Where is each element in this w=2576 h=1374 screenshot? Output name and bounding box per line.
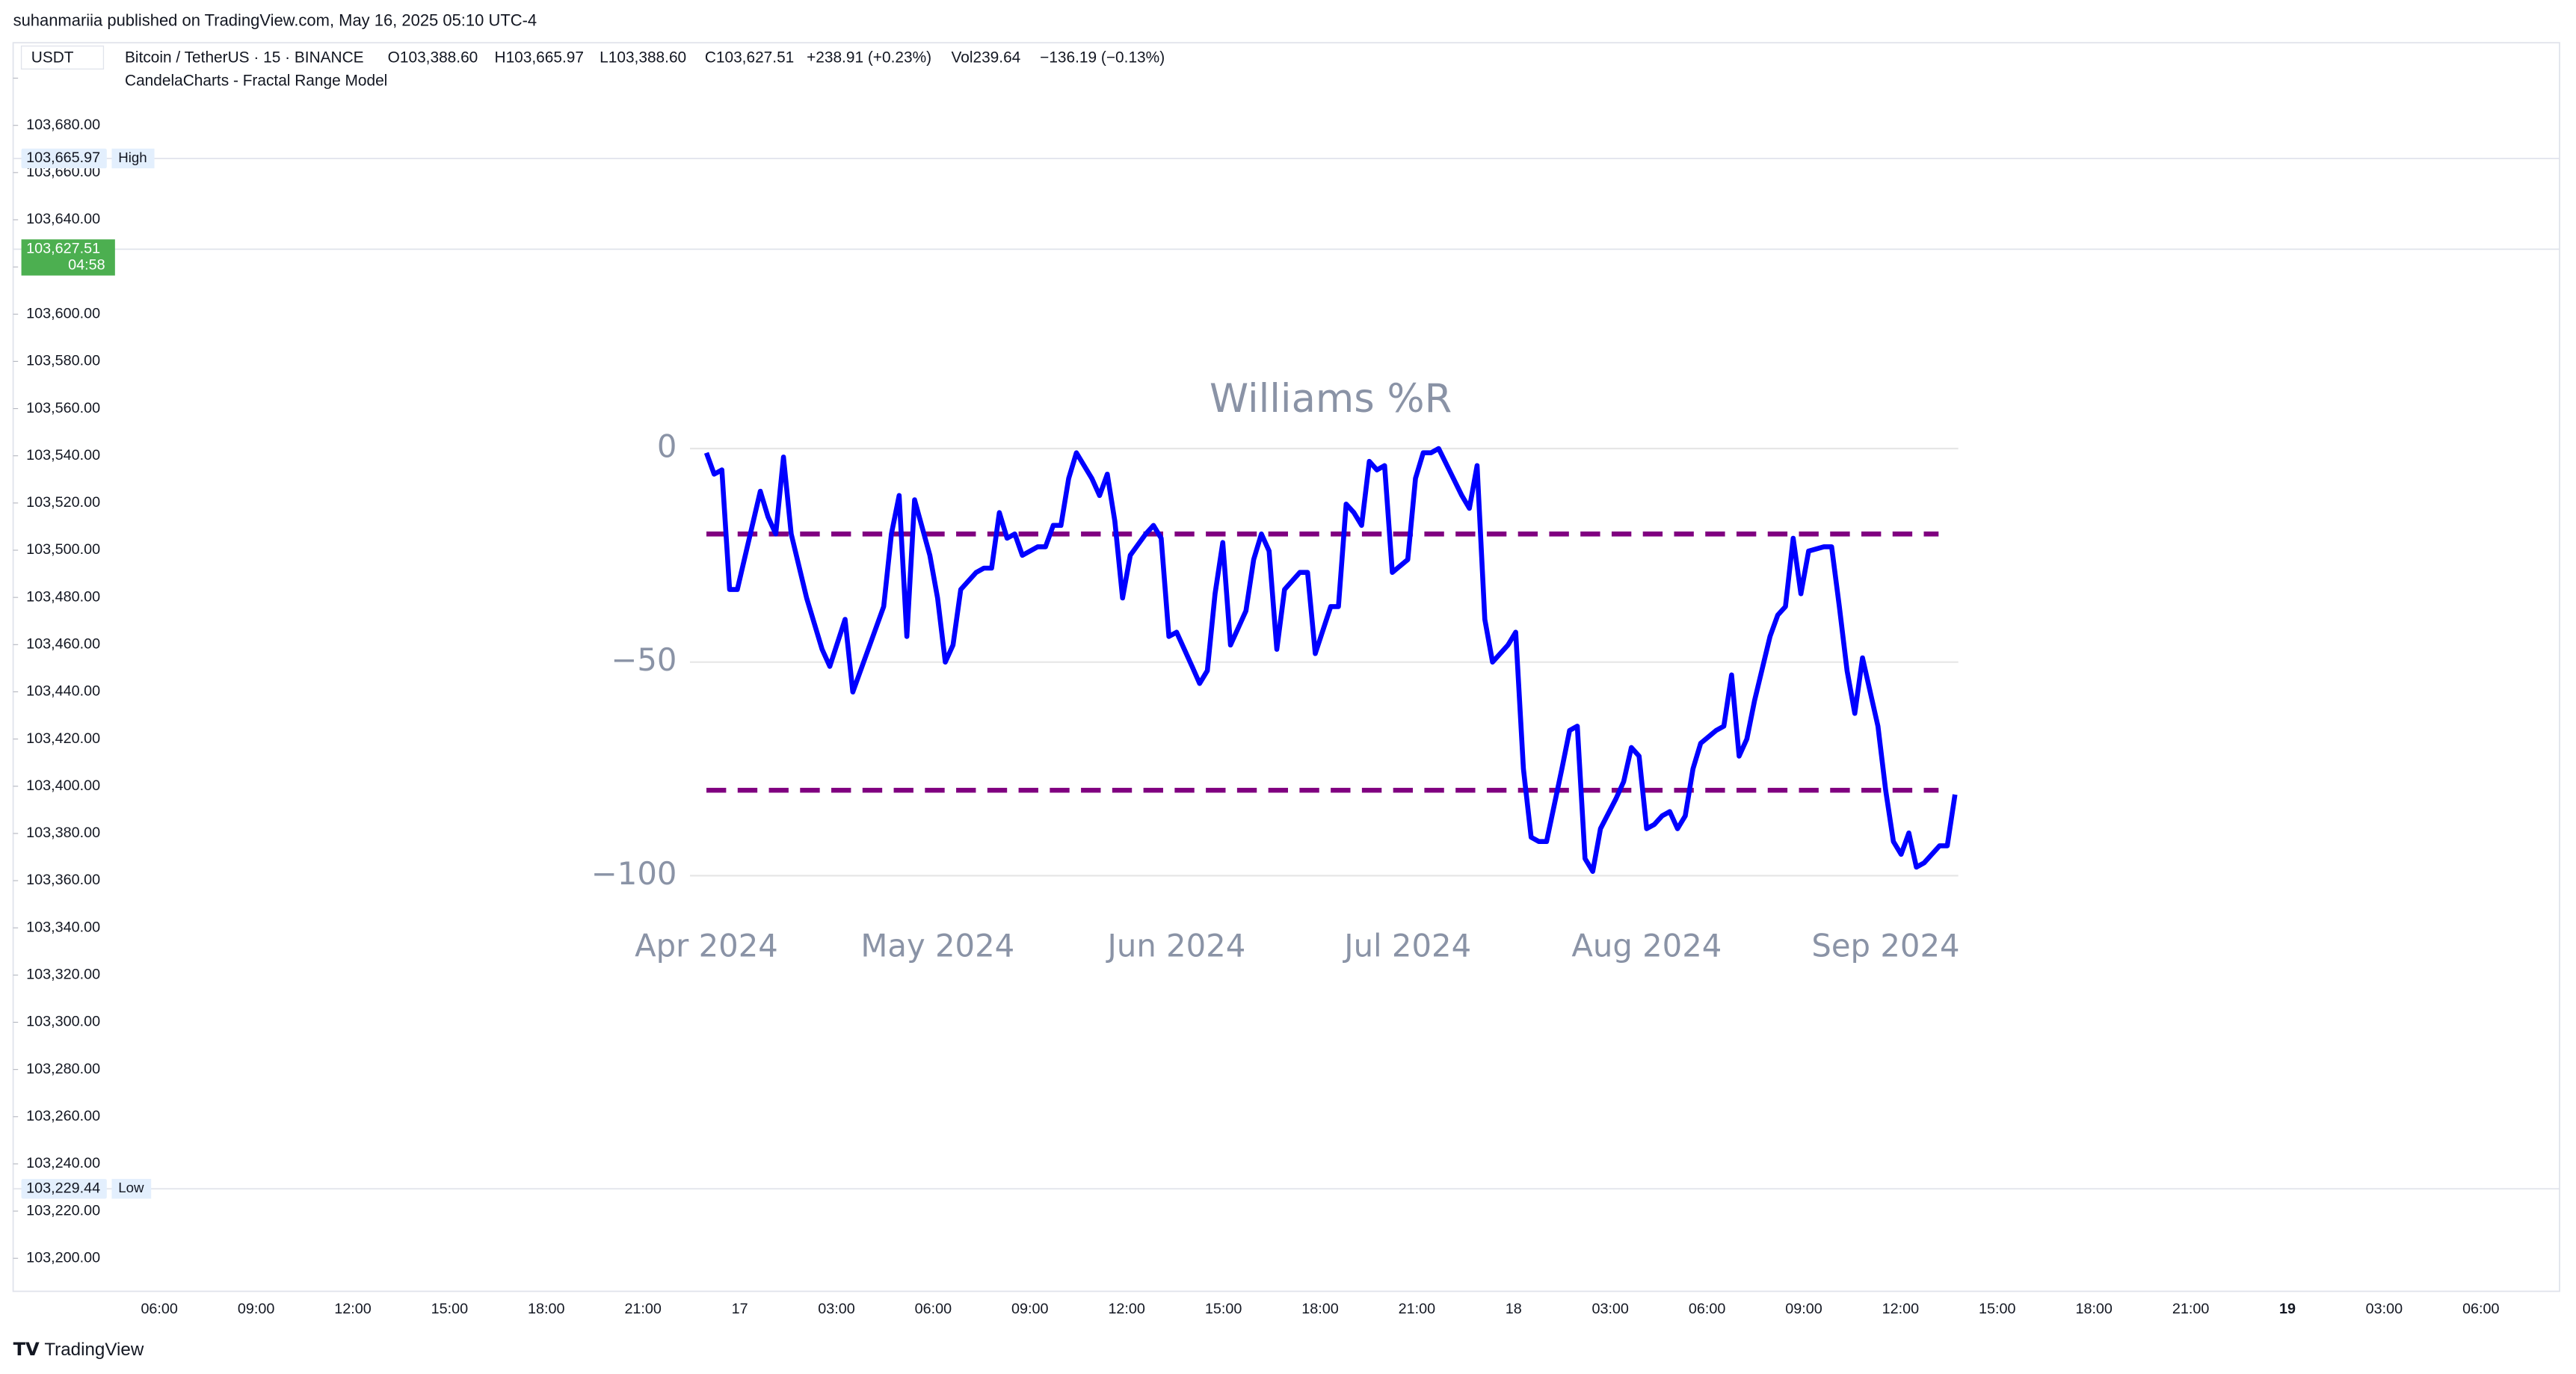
time-label: 18:00 bbox=[528, 1301, 564, 1317]
price-tick-label: 103,600.00 bbox=[26, 305, 100, 321]
price-tick-label: 103,280.00 bbox=[26, 1061, 100, 1077]
time-label: 15:00 bbox=[1979, 1301, 2015, 1317]
time-label: 21:00 bbox=[1399, 1301, 1435, 1317]
last-label: 103,627.51 bbox=[26, 241, 100, 257]
time-label: 09:00 bbox=[1011, 1301, 1048, 1317]
x-tick-label: Jun 2024 bbox=[1106, 928, 1246, 964]
x-tick-label: Apr 2024 bbox=[635, 928, 778, 964]
high-tag: High bbox=[118, 150, 147, 165]
time-label: 06:00 bbox=[141, 1301, 177, 1317]
time-label: 18:00 bbox=[1301, 1301, 1338, 1317]
time-label: 18 bbox=[1506, 1301, 1522, 1317]
indicator-name[interactable]: CandelaCharts - Fractal Range Model bbox=[125, 72, 387, 89]
high-badge bbox=[21, 148, 107, 169]
time-label: 12:00 bbox=[334, 1301, 371, 1317]
williams-chart: Williams %R 0 −50 −100 Apr 2024 May 2024 Jun 2… bbox=[591, 376, 1960, 964]
time-label: 03:00 bbox=[2366, 1301, 2403, 1317]
price-tick-label: 103,360.00 bbox=[26, 872, 100, 888]
currency-box[interactable] bbox=[20, 45, 105, 70]
y-tick-label: −50 bbox=[611, 641, 677, 678]
time-label: 03:00 bbox=[818, 1301, 854, 1317]
price-tick-label: 103,580.00 bbox=[26, 353, 100, 369]
price-tick-label: 103,680.00 bbox=[26, 117, 100, 133]
ohlc-value: C103,627.51 bbox=[705, 49, 794, 67]
price-tick-label: 103,380.00 bbox=[26, 825, 100, 841]
time-label: 18:00 bbox=[2075, 1301, 2112, 1317]
price-tick-label: 103,540.00 bbox=[26, 447, 100, 463]
price-tick-label: 103,200.00 bbox=[26, 1249, 100, 1266]
x-tick-label: May 2024 bbox=[860, 928, 1014, 964]
time-label: 12:00 bbox=[1108, 1301, 1144, 1317]
high-label: 103,665.97 bbox=[26, 150, 100, 166]
low-tag: Low bbox=[118, 1180, 144, 1195]
time-label: 19 bbox=[2279, 1301, 2296, 1317]
time-label: 15:00 bbox=[1205, 1301, 1242, 1317]
price-tick-label: 103,520.00 bbox=[26, 494, 100, 511]
logo-text[interactable]: TradingView bbox=[44, 1340, 144, 1360]
ohlc-row: O103,388.60 H103,665.97 L103,388.60 C103,62… bbox=[388, 49, 1165, 67]
symbol[interactable]: Bitcoin / TetherUS · 15 · BINANCE bbox=[125, 49, 364, 67]
low-badge bbox=[21, 1179, 107, 1199]
time-label: 15:00 bbox=[431, 1301, 468, 1317]
ohlc-value: −136.19 (−0.13%) bbox=[1040, 49, 1165, 67]
ohlc-value: O103,388.60 bbox=[388, 49, 478, 67]
last-badge bbox=[21, 239, 115, 276]
time-label: 12:00 bbox=[1882, 1301, 1919, 1317]
time-label: 03:00 bbox=[1591, 1301, 1628, 1317]
price-tick-label: 103,300.00 bbox=[26, 1014, 100, 1030]
x-tick-label: Aug 2024 bbox=[1571, 928, 1722, 964]
footer: 𝗧𝗩 TradingView bbox=[13, 1340, 144, 1360]
price-tick-label: 103,400.00 bbox=[26, 777, 100, 794]
price-tick-label: 103,460.00 bbox=[26, 636, 100, 653]
countdown: 04:58 bbox=[68, 257, 105, 274]
price-tick-label: 103,420.00 bbox=[26, 730, 100, 747]
price-tick-label: 103,320.00 bbox=[26, 967, 100, 983]
williams-line bbox=[703, 446, 1958, 874]
ohlc-value: L103,388.60 bbox=[600, 49, 686, 67]
chart-title: Williams %R bbox=[1210, 376, 1452, 422]
time-label: 09:00 bbox=[238, 1301, 274, 1317]
price-pane: 103,700.00103,680.00103,660.00103,640.00… bbox=[13, 70, 2560, 1266]
price-tick-label: 103,480.00 bbox=[26, 588, 100, 605]
y-tick-label: 0 bbox=[657, 428, 677, 465]
logo-mark: 𝗧𝗩 bbox=[13, 1340, 40, 1360]
high-tag-bg bbox=[111, 148, 155, 169]
price-tick-label: 103,440.00 bbox=[26, 683, 100, 700]
time-label: 21:00 bbox=[2172, 1301, 2209, 1317]
legend-bg bbox=[19, 44, 1269, 96]
time-axis: 06:00 09:00 12:00 15:00 18:00 21:00 17 03:00 06:… bbox=[141, 1301, 2499, 1317]
price-tick-label: 103,640.00 bbox=[26, 211, 100, 227]
x-tick-label: Jul 2024 bbox=[1342, 928, 1471, 964]
price-tick-label: 103,260.00 bbox=[26, 1108, 100, 1124]
ohlc-value: +238.91 (+0.23%) bbox=[807, 49, 931, 67]
chart-pane bbox=[12, 42, 2560, 1293]
price-tick-label: 103,560.00 bbox=[26, 400, 100, 416]
low-tag-bg bbox=[111, 1179, 152, 1199]
low-label: 103,229.44 bbox=[26, 1180, 100, 1196]
price-tick-label: 103,240.00 bbox=[26, 1155, 100, 1171]
time-label: 06:00 bbox=[915, 1301, 952, 1317]
ohlc-value: H103,665.97 bbox=[495, 49, 584, 67]
ohlc-value: Vol239.64 bbox=[951, 49, 1020, 67]
time-label: 06:00 bbox=[1689, 1301, 1725, 1317]
price-tick-label: 103,220.00 bbox=[26, 1202, 100, 1219]
currency[interactable]: USDT bbox=[31, 49, 74, 67]
price-tick-label: 103,500.00 bbox=[26, 541, 100, 558]
time-label: 21:00 bbox=[624, 1301, 661, 1317]
y-tick-label: −100 bbox=[591, 855, 677, 892]
time-label: 17 bbox=[732, 1301, 748, 1317]
price-tick-label: 103,340.00 bbox=[26, 919, 100, 935]
time-label: 06:00 bbox=[2462, 1301, 2499, 1317]
publisher: suhanmariia published on TradingView.com… bbox=[13, 10, 537, 29]
x-tick-label: Sep 2024 bbox=[1811, 928, 1959, 964]
time-label: 09:00 bbox=[1785, 1301, 1822, 1317]
